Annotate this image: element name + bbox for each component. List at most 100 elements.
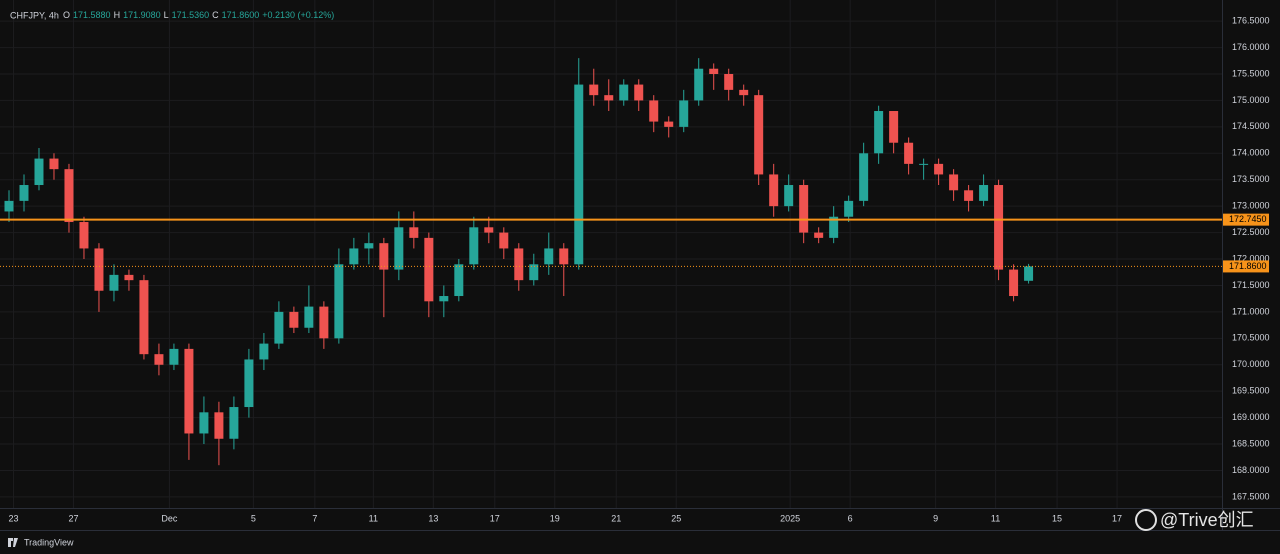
candle-body <box>799 185 809 233</box>
candle-body <box>139 280 149 355</box>
x-tick-label: 15 <box>1052 513 1062 523</box>
candle-body <box>499 232 509 249</box>
candle-body <box>439 296 449 302</box>
candle-body <box>19 185 29 201</box>
readout-value: 171.8600 <box>222 10 260 20</box>
readout: O 171.5880 H 171.9080 L 171.5360 C 171.8600 +0.2… <box>63 10 334 20</box>
y-tick-label: 173.5000 <box>1232 174 1270 184</box>
candle-body <box>649 100 659 122</box>
y-tick-label: 175.5000 <box>1232 68 1270 78</box>
candle-body <box>349 248 359 265</box>
symbol: CHFJPY, 4h <box>10 10 59 20</box>
candle-body <box>844 200 854 217</box>
readout-label: C <box>212 10 219 20</box>
y-tick-label: 172.0000 <box>1232 253 1270 263</box>
candle-body <box>229 407 239 439</box>
candle-body <box>739 89 749 96</box>
candle-body <box>394 227 404 270</box>
candle-body <box>124 274 134 281</box>
y-tick-label: 175.0000 <box>1232 95 1270 105</box>
readout-value: 171.5880 <box>73 10 111 20</box>
candle-body <box>274 311 284 344</box>
x-tick-label: 17 <box>490 513 500 523</box>
candle-body <box>244 359 254 408</box>
x-tick-label: 27 <box>68 513 78 523</box>
candle-body <box>304 306 314 328</box>
candle-body <box>979 185 989 201</box>
candle-body <box>529 264 539 281</box>
x-tick-label: 5 <box>251 513 256 523</box>
candle-body <box>754 95 764 175</box>
y-tick-label: 169.5000 <box>1232 386 1270 396</box>
candle-body <box>169 348 179 365</box>
candle-body <box>634 84 644 101</box>
candle-body <box>49 158 59 170</box>
candle-body <box>379 243 389 270</box>
candle-body <box>1009 269 1019 297</box>
x-tick-label: 17 <box>1112 513 1122 523</box>
x-tick-label: 19 <box>550 513 560 523</box>
last-price-label: 171.8600 <box>1229 261 1267 271</box>
candle-body <box>424 237 434 302</box>
last-price-tag <box>1223 260 1269 273</box>
brand: TradingView <box>24 537 74 547</box>
y-tick-label: 174.5000 <box>1232 121 1270 131</box>
level-label: 172.7450 <box>1229 214 1267 224</box>
y-tick-label: 171.5000 <box>1232 280 1270 290</box>
candle-body <box>949 174 959 191</box>
candle-body <box>859 153 869 201</box>
y-tick-label: 167.5000 <box>1232 491 1270 501</box>
x-tick-label: 23 <box>8 513 18 523</box>
x-tick-label: 2025 <box>780 513 800 523</box>
x-tick-label: 9 <box>933 513 938 523</box>
candle-body <box>334 264 344 339</box>
x-tick-label: 21 <box>611 513 621 523</box>
candle-body <box>544 248 554 265</box>
level-tag <box>1223 213 1269 226</box>
x-tick-label: 25 <box>671 513 681 523</box>
candle-body <box>319 306 329 339</box>
readout-label: H <box>114 10 121 20</box>
candle-body <box>469 227 479 265</box>
readout-value: 171.9080 <box>123 10 161 20</box>
candle-body <box>94 248 104 291</box>
y-tick-label: 168.5000 <box>1232 438 1270 448</box>
candle-body <box>454 264 464 297</box>
candle-body <box>694 68 704 101</box>
x-tick-label: 6 <box>848 513 853 523</box>
candle-body <box>814 232 824 238</box>
candle-body <box>604 95 614 101</box>
x-tick-label: 11 <box>369 513 378 523</box>
candle-body <box>574 84 584 265</box>
x-tick-label: 13 <box>428 513 438 523</box>
candle-body <box>589 84 599 96</box>
y-tick-label: 176.5000 <box>1232 16 1270 26</box>
candle-body <box>154 354 164 365</box>
candle-body <box>364 243 374 249</box>
x-tick-label: 7 <box>312 513 317 523</box>
candle-body <box>199 412 209 434</box>
candle-body <box>289 311 299 328</box>
candle-body <box>664 121 674 127</box>
x-tick-label: Dec <box>161 513 178 523</box>
change: +0.2130 (+0.12%) <box>262 10 334 20</box>
candle-body <box>559 248 569 265</box>
y-tick-label: 171.0000 <box>1232 306 1270 316</box>
x-tick-label: 11 <box>991 513 1000 523</box>
readout-label: L <box>164 10 169 20</box>
y-tick-label: 170.0000 <box>1232 359 1270 369</box>
candle-body <box>964 190 974 201</box>
candle-body <box>919 163 929 165</box>
candle-body <box>484 227 494 233</box>
candle-body <box>889 111 899 143</box>
candle-body <box>874 111 884 154</box>
candle-body <box>4 200 14 212</box>
y-tick-label: 173.0000 <box>1232 201 1270 211</box>
candle-body <box>679 100 689 127</box>
candle-body <box>619 84 629 101</box>
candle-body <box>994 185 1004 270</box>
candle-body <box>259 343 269 360</box>
candle-body <box>34 158 44 186</box>
